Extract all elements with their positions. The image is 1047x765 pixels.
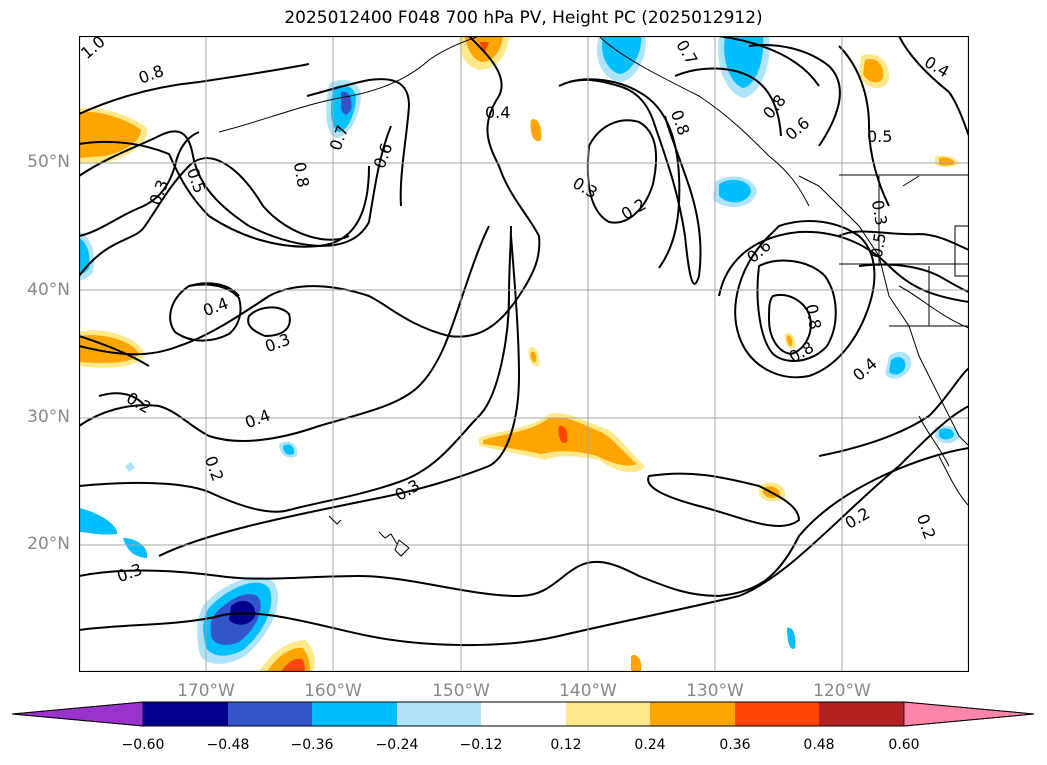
contour-label: 0.6 (782, 113, 814, 144)
contour-label: 0.8 (759, 91, 790, 123)
colorbar-tick: 0.60 (888, 737, 920, 753)
colorbar-segment (735, 702, 819, 726)
lon-label: 140°W (559, 681, 617, 701)
contour-label: 0.4 (849, 354, 881, 385)
contour-label: 0.8 (802, 303, 825, 331)
colorbar-segment (143, 702, 228, 726)
lon-label: 160°W (304, 681, 362, 701)
colorbar-segment (650, 702, 735, 726)
contour-label: 0.8 (290, 161, 313, 189)
contour-label: 0.4 (200, 294, 230, 321)
colorbar-tick: −0.48 (206, 737, 250, 753)
contour-label: 0.3 (392, 475, 424, 504)
colorbar-segment (481, 702, 566, 726)
contour-label: 0.3 (569, 173, 601, 202)
colorbar-segment (228, 702, 312, 726)
colorbar-segment (12, 701, 144, 727)
contour-label: 0.5 (183, 165, 210, 195)
lat-label: 40°N (27, 280, 70, 300)
contour-label: 0.4 (485, 103, 510, 122)
colorbar-tick: −0.24 (375, 737, 419, 753)
contour-label: 0.2 (201, 453, 228, 483)
colorbar-tick: −0.60 (121, 737, 165, 753)
colorbar-segment (819, 702, 904, 726)
colorbar (12, 701, 1035, 727)
colorbar-tick: 0.24 (634, 737, 666, 753)
contour-label: 0.2 (123, 388, 155, 417)
contour-label: 0.3 (262, 330, 292, 357)
contour-label: 0.8 (136, 61, 166, 88)
colorbar-tick: 0.12 (550, 737, 582, 753)
contour-label: 0.3 (114, 560, 144, 587)
coastlines (218, 36, 969, 557)
colorbar-tick: −0.12 (459, 737, 503, 753)
contour-label: 1.0 (79, 36, 109, 63)
contour-label: 0.5 (867, 231, 890, 259)
colorbar-segment (566, 702, 650, 726)
contour-label: 0.6 (370, 141, 397, 171)
colorbar-segment (903, 701, 1035, 727)
lon-label: 150°W (432, 681, 490, 701)
contour-label: 0.2 (842, 503, 874, 532)
lon-label: 120°W (813, 681, 871, 701)
colorbar-tick: 0.36 (719, 737, 751, 753)
colorbar-tick: 0.48 (803, 737, 835, 753)
map-frame (79, 36, 969, 672)
lat-label: 50°N (27, 152, 70, 172)
contour-label: 0.4 (921, 52, 953, 81)
lat-label: 30°N (27, 407, 70, 427)
lat-label: 20°N (27, 534, 70, 554)
contour-label: 0.4 (242, 406, 272, 433)
height-contours (79, 36, 969, 647)
contour-label: 0.7 (672, 37, 701, 69)
lon-label: 170°W (177, 681, 235, 701)
map-title: 2025012400 F048 700 hPa PV, Height PC (2… (284, 8, 763, 28)
colorbar-tick: −0.36 (290, 737, 334, 753)
colorbar-segment (397, 702, 481, 726)
contour-label: 0.3 (868, 199, 891, 227)
lon-label: 130°W (686, 681, 744, 701)
pv-shading (79, 36, 960, 672)
colorbar-segment (312, 702, 397, 726)
contour-label: 0.5 (867, 127, 892, 146)
pv-map: 1.0 0.8 0.3 0.5 0.8 0.7 0.6 0.4 0.3 0.2 … (79, 36, 969, 672)
contour-label: 0.2 (618, 194, 650, 223)
graticule (79, 36, 969, 672)
contour-label: 0.2 (913, 511, 940, 541)
